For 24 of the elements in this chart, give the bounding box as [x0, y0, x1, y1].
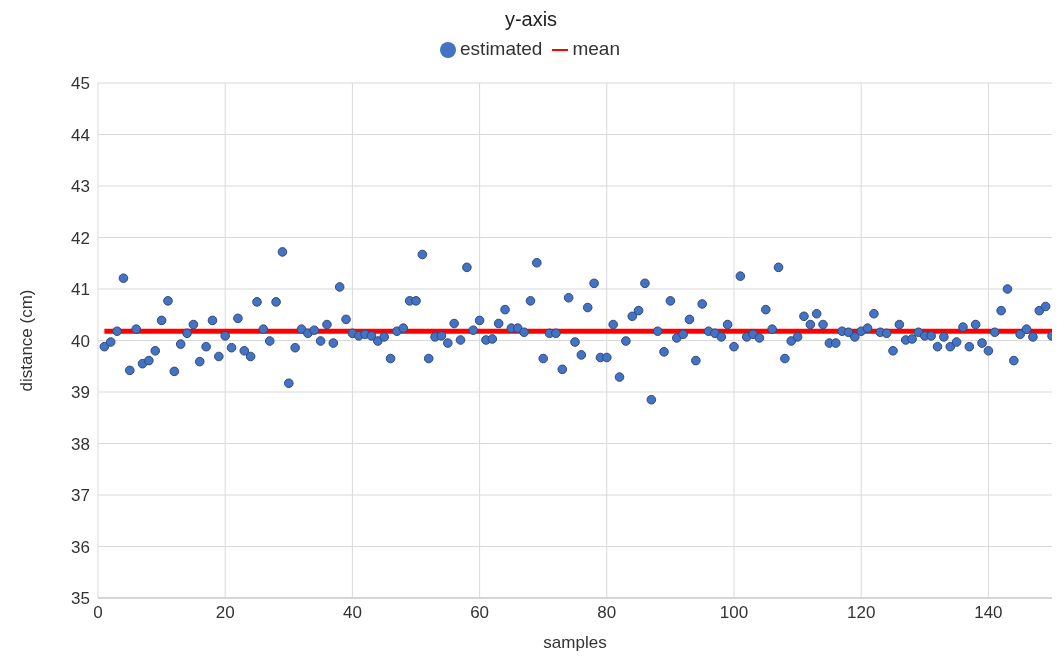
y-tick-label: 42	[71, 228, 90, 248]
y-tick-label: 38	[71, 434, 90, 454]
x-tick-label: 40	[342, 603, 362, 623]
x-tick-label: 60	[470, 603, 490, 623]
chart-title: y-axis	[503, 8, 559, 32]
x-tick-label: 120	[847, 603, 876, 623]
x-tick-label: 0	[93, 603, 103, 623]
legend-label: mean	[572, 38, 620, 59]
x-axis-title: samples	[543, 633, 607, 652]
y-tick-label: 35	[71, 589, 90, 609]
x-tick-label: 100	[719, 603, 749, 623]
x-tick-label: 80	[597, 603, 617, 623]
y-tick-label: 40	[71, 331, 90, 351]
y-axis-title: distance (cm)	[17, 289, 37, 392]
x-tick-label: 20	[215, 603, 235, 623]
y-tick-label: 41	[71, 280, 90, 300]
x-tick-label: 140	[974, 603, 1003, 623]
y-tick-label: 45	[71, 74, 90, 94]
y-tick-label: 44	[71, 125, 90, 145]
y-tick-label: 37	[71, 486, 90, 506]
y-tick-label: 43	[71, 177, 90, 197]
y-tick-label: 36	[71, 537, 90, 557]
legend-label: estimated	[460, 38, 543, 59]
y-tick-label: 39	[71, 383, 90, 403]
